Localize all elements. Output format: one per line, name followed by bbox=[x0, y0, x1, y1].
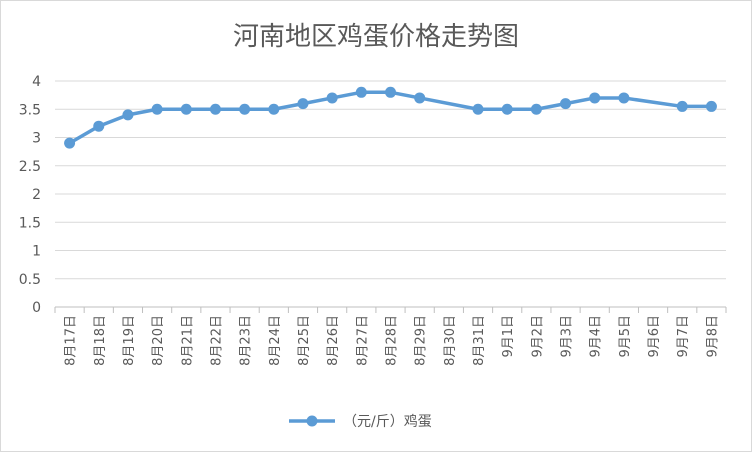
data-point bbox=[676, 100, 688, 112]
data-point bbox=[297, 98, 309, 110]
x-tick-label: 8月18日 bbox=[93, 315, 108, 366]
x-tick-label: 9月5日 bbox=[618, 315, 633, 358]
data-point bbox=[180, 103, 192, 115]
data-point bbox=[151, 103, 163, 115]
x-tick-label: 8月27日 bbox=[355, 315, 370, 366]
data-point bbox=[618, 92, 630, 104]
series-group bbox=[64, 86, 717, 149]
legend: （元/斤）鸡蛋 bbox=[289, 413, 432, 430]
x-tick-label: 9月3日 bbox=[560, 315, 575, 358]
y-tick-label: 3 bbox=[32, 131, 41, 147]
x-tick-label: 8月23日 bbox=[239, 315, 254, 366]
x-tick-label: 8月20日 bbox=[151, 315, 166, 366]
x-tick-label: 8月19日 bbox=[122, 315, 137, 366]
data-point bbox=[93, 120, 105, 132]
x-axis: 8月17日 8月18日 8月19日 8月20日 8月21日 8月22日 8月23日 8月24日… bbox=[54, 307, 727, 366]
data-point bbox=[326, 92, 338, 104]
data-point bbox=[355, 86, 367, 98]
x-tick-label: 8月28日 bbox=[385, 315, 400, 366]
data-point bbox=[385, 86, 396, 98]
y-tick-label: 0 bbox=[32, 300, 41, 316]
x-tick-label: 9月7日 bbox=[676, 315, 691, 358]
data-point bbox=[268, 103, 280, 115]
x-tick-label: 9月8日 bbox=[705, 315, 720, 358]
chart-title: 河南地区鸡蛋价格走势图 bbox=[233, 22, 519, 52]
x-tick-label: 8月25日 bbox=[297, 315, 312, 366]
data-point bbox=[530, 103, 542, 115]
y-tick-label: 1.5 bbox=[19, 215, 41, 231]
data-point bbox=[705, 100, 717, 112]
data-point bbox=[122, 109, 134, 121]
x-tick-label: 8月31日 bbox=[472, 315, 487, 366]
x-tick-label: 9月6日 bbox=[647, 315, 662, 358]
x-tick-label: 9月2日 bbox=[530, 315, 545, 358]
y-tick-label: 4 bbox=[32, 74, 41, 90]
y-axis-ticks: 0 0.5 1 1.5 2 2.5 3 3.5 4 bbox=[19, 74, 41, 316]
gridlines bbox=[55, 80, 726, 308]
data-point bbox=[472, 103, 484, 115]
x-tick-label: 8月24日 bbox=[268, 315, 283, 366]
y-tick-label: 0.5 bbox=[19, 272, 41, 288]
legend-marker bbox=[306, 415, 318, 427]
data-point bbox=[589, 92, 601, 104]
x-tick-label: 8月21日 bbox=[180, 315, 195, 366]
x-tick-label: 8月17日 bbox=[64, 315, 79, 366]
x-tick-label: 9月4日 bbox=[589, 315, 604, 358]
x-tick-label: 9月1日 bbox=[501, 315, 516, 358]
x-tick-label: 8月26日 bbox=[326, 315, 341, 366]
data-point bbox=[501, 103, 513, 115]
data-point bbox=[560, 98, 572, 110]
data-point bbox=[209, 103, 221, 115]
y-tick-label: 2.5 bbox=[19, 159, 41, 175]
x-tick-label: 8月29日 bbox=[414, 315, 429, 366]
y-tick-label: 3.5 bbox=[19, 102, 41, 118]
series-line bbox=[67, 90, 714, 145]
x-tick-label: 8月22日 bbox=[209, 315, 224, 366]
data-point bbox=[64, 137, 76, 149]
data-point bbox=[239, 103, 251, 115]
x-tick-label: 8月30日 bbox=[443, 315, 458, 366]
legend-label: （元/斤）鸡蛋 bbox=[343, 413, 432, 430]
data-point bbox=[414, 92, 426, 104]
y-tick-label: 1 bbox=[32, 244, 41, 260]
y-tick-label: 2 bbox=[32, 187, 41, 203]
